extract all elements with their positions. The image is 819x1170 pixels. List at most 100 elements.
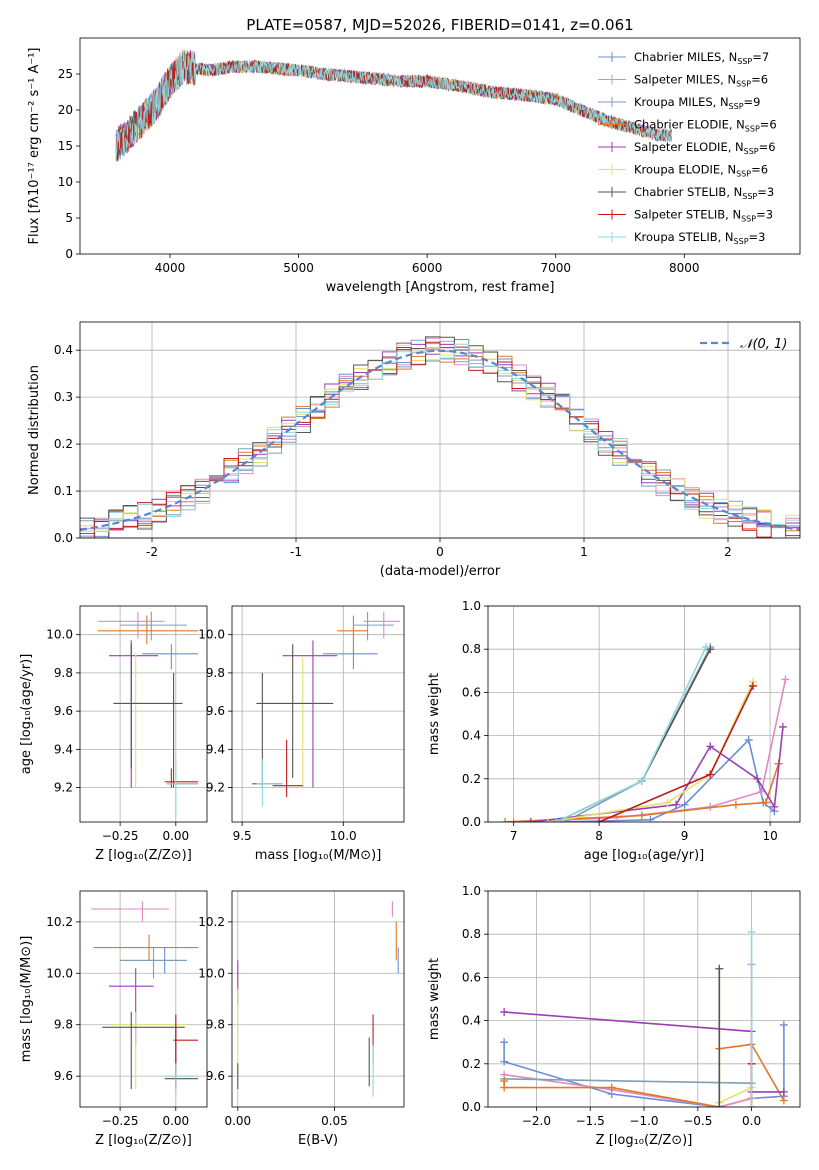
y-tick-label: 10.0 <box>46 628 73 642</box>
panel-mass-vs-EBV: 0.00 0.05 9.6 9.8 10.0 10.2 E(B-V) <box>198 890 405 1148</box>
normal-curve <box>80 349 800 531</box>
y-tick-label: 10.0 <box>198 628 225 642</box>
series-line-2 <box>503 964 753 1107</box>
axes-frame <box>79 321 801 539</box>
x-tick-label: 8000 <box>669 261 700 275</box>
series-point <box>663 798 672 807</box>
x-tick-label: 9 <box>681 829 689 843</box>
legend: Chabrier MILES, NSSP=7 Salpeter MILES, NS… <box>598 50 777 246</box>
x-axis-label: E(B-V) <box>298 1133 338 1148</box>
series-point <box>781 675 790 684</box>
series-line-6 <box>547 681 754 822</box>
y-tick-label: 9.2 <box>206 781 225 795</box>
panel-mass-weight-vs-age: 7 8 9 10 0.0 0.2 0.4 0.6 0.8 1.0 age [log₁₀(age/yr… <box>427 599 801 863</box>
y-tick-label: 9.6 <box>206 704 225 718</box>
x-tick-label: 2 <box>724 545 732 559</box>
series-point <box>779 1087 788 1096</box>
series-line-1 <box>556 738 775 822</box>
legend-entry: Salpeter ELODIE, NSSP=6 <box>634 140 776 156</box>
y-axis-label: Normed distribution <box>27 365 42 495</box>
series-point <box>706 645 715 654</box>
axes-frame <box>79 37 801 255</box>
plot-area <box>115 49 672 162</box>
y-tick-label: 0.4 <box>462 1014 481 1028</box>
y-tick-label: 9.8 <box>54 666 73 680</box>
legend-entry: Kroupa MILES, NSSP=9 <box>634 95 760 111</box>
series-line-3 <box>564 646 711 822</box>
y-tick-label: 9.4 <box>54 742 73 756</box>
spectrum-line-9 <box>115 50 672 157</box>
legend-entry: Salpeter MILES, NSSP=6 <box>634 73 768 89</box>
series-point <box>706 742 715 751</box>
y-axis-label: mass weight <box>427 673 442 755</box>
y-tick-label: 0.6 <box>462 685 481 699</box>
series-line-3 <box>504 1078 752 1084</box>
y-tick-label: 10.0 <box>198 966 225 980</box>
y-tick-label: 9.2 <box>54 781 73 795</box>
y-tick-label: 9.8 <box>206 666 225 680</box>
series-point <box>747 928 756 937</box>
histogram-7 <box>80 336 800 538</box>
y-tick-label: 10 <box>58 175 73 189</box>
series-point <box>552 818 561 822</box>
y-tick-label: 0.4 <box>462 729 481 743</box>
x-tick-label: 7000 <box>540 261 571 275</box>
series-point <box>500 1038 509 1047</box>
x-tick-label: −0.25 <box>102 1114 139 1128</box>
legend-entry: Chabrier STELIB, NSSP=3 <box>634 185 774 201</box>
series-point <box>500 1083 509 1092</box>
y-tick-label: 5 <box>65 211 73 225</box>
plot-area <box>97 611 199 817</box>
y-tick-label: 0.2 <box>462 772 481 786</box>
series-point <box>526 818 535 822</box>
y-tick-label: 0.3 <box>54 390 73 404</box>
y-tick-label: 0.0 <box>462 815 481 829</box>
y-tick-label: 20 <box>58 103 73 117</box>
x-axis-label: (data-model)/error <box>380 564 501 579</box>
x-tick-label: 0.0 <box>742 1114 761 1128</box>
axes-frame <box>79 605 208 823</box>
y-tick-label: 0.4 <box>54 343 73 357</box>
y-tick-label: 15 <box>58 139 73 153</box>
y-tick-label: 0.6 <box>462 970 481 984</box>
y-axis-label: mass [log₁₀(M/M⊙)] <box>19 936 34 1063</box>
x-axis-label: Z [log₁₀(Z/Z⊙)] <box>596 1133 693 1148</box>
panel-age-vs-mass: 9.5 10.0 9.2 9.4 9.6 9.8 10.0 mass [log₁₀(M/M⊙)… <box>198 605 405 863</box>
y-tick-label: 9.6 <box>54 704 73 718</box>
legend-entry: Chabrier MILES, NSSP=7 <box>634 50 769 66</box>
series-point <box>543 818 552 822</box>
y-tick-label: 1.0 <box>462 884 481 898</box>
y-tick-label: 10.2 <box>46 915 73 929</box>
y-tick-label: 0.1 <box>54 484 73 498</box>
y-tick-label: 0.2 <box>54 437 73 451</box>
y-tick-label: 0 <box>65 247 73 261</box>
series-point <box>761 798 770 807</box>
series-point <box>509 818 518 822</box>
y-axis-label: mass weight <box>427 958 442 1040</box>
series-point <box>778 722 787 731</box>
x-axis-label: Z [log₁₀(Z/Z⊙)] <box>95 848 192 863</box>
plot-area <box>237 901 399 1097</box>
series-point <box>672 800 681 809</box>
axes-frame <box>487 605 801 823</box>
x-tick-label: 0.05 <box>321 1114 348 1128</box>
panel-mass-weight-vs-Z: −2.0 −1.5 −1.0 −0.5 0.0 0.0 0.2 0.4 0.6 0.8 1.0 Z [… <box>427 884 801 1148</box>
y-tick-label: 1.0 <box>462 599 481 613</box>
panel-spectrum: 4000 5000 6000 7000 8000 0 5 10 15 20 25 wavelength… <box>27 37 801 295</box>
series-point <box>680 800 689 809</box>
series-point <box>595 818 604 822</box>
x-tick-label: 5000 <box>283 261 314 275</box>
y-tick-label: 0.2 <box>462 1057 481 1071</box>
y-tick-label: 0.8 <box>462 642 481 656</box>
legend-entry: Chabrier ELODIE, NSSP=6 <box>634 118 777 134</box>
histogram-8 <box>80 341 800 538</box>
x-tick-label: 6000 <box>412 261 443 275</box>
panel-residuals: -2 -1 0 1 2 0.0 0.1 0.2 0.3 0.4 (data-model)/error… <box>27 321 801 579</box>
x-tick-label: 10.0 <box>330 829 357 843</box>
x-tick-label: 0.00 <box>162 829 189 843</box>
axes-frame <box>231 890 405 1108</box>
x-axis-label: Z [log₁₀(Z/Z⊙)] <box>95 1133 192 1148</box>
series-point <box>701 643 710 652</box>
series-point <box>753 774 762 783</box>
